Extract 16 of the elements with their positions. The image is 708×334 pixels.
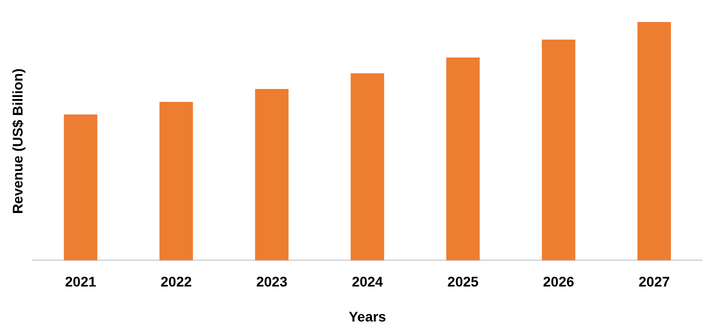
x-axis-title: Years [348, 308, 386, 324]
bar [637, 22, 671, 260]
x-tick-label: 2024 [352, 274, 384, 290]
bar [542, 40, 576, 260]
x-tick-label: 2026 [543, 274, 574, 290]
bar [159, 102, 193, 260]
x-tick-label: 2022 [160, 274, 192, 290]
bar [64, 114, 98, 260]
bar [255, 88, 289, 260]
bar [446, 58, 480, 260]
bar [350, 73, 384, 260]
x-tick-label: 2027 [638, 274, 670, 290]
x-tick-label: 2021 [65, 274, 96, 290]
x-tick-label: 2025 [447, 274, 479, 290]
y-axis-title: Revenue (US$ Billion) [9, 68, 26, 214]
x-tick-label: 2023 [256, 274, 288, 290]
